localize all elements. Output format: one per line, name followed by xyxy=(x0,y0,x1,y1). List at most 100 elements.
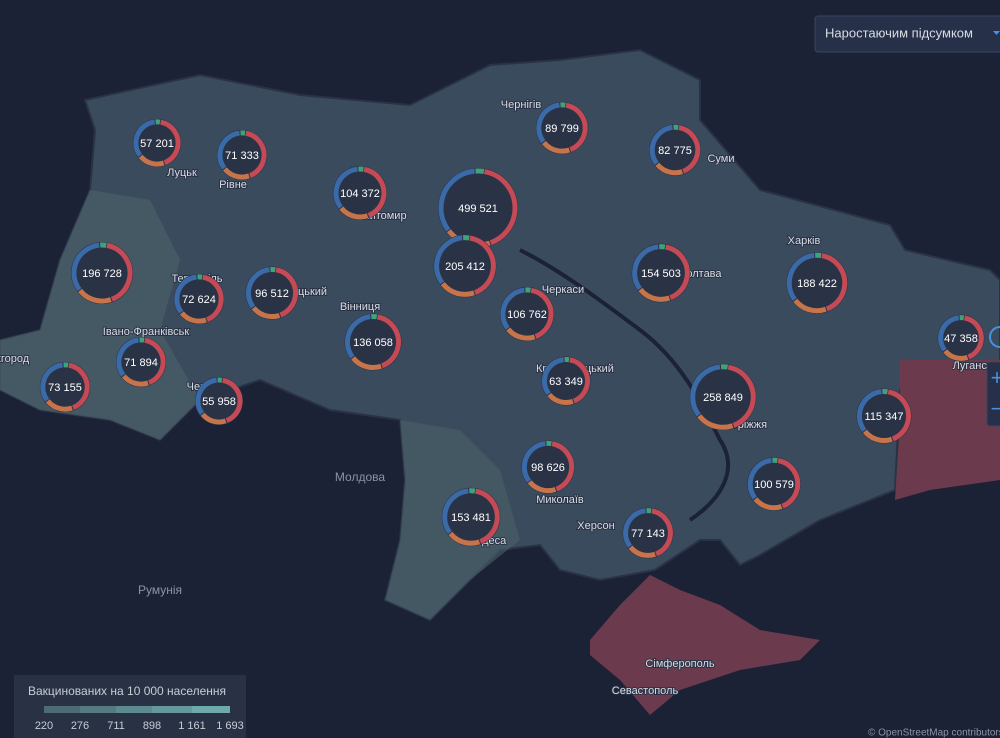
marker-value: 100 579 xyxy=(754,479,794,491)
marker-ring-segment xyxy=(434,235,496,297)
marker-ring-segment xyxy=(333,166,387,220)
marker-ring-segment xyxy=(690,364,756,430)
marker-disc xyxy=(856,388,912,444)
marker-disc xyxy=(39,361,91,413)
marker-ring-segment xyxy=(174,274,224,324)
marker-value: 205 412 xyxy=(445,261,485,273)
marker-ring-segment xyxy=(333,166,387,220)
marker-ring-segment xyxy=(434,235,496,297)
marker-ring-segment xyxy=(649,124,701,176)
marker-ring-segment xyxy=(71,242,133,304)
dropdown-arrow[interactable] xyxy=(993,31,1000,35)
marker-value: 104 372 xyxy=(340,188,380,200)
marker-value: 98 626 xyxy=(531,462,565,474)
marker-ring-segment xyxy=(747,457,801,511)
marker-disc xyxy=(535,101,589,155)
marker-ring-segment xyxy=(623,508,673,558)
marker-ring-segment xyxy=(116,337,166,387)
marker-ring-segment xyxy=(541,356,591,406)
marker-value: 154 503 xyxy=(641,268,681,280)
marker-disc xyxy=(786,252,848,314)
marker-ring-segment xyxy=(690,364,756,430)
marker-disc xyxy=(333,166,387,220)
marker-disc xyxy=(521,440,575,494)
marker-ring-segment xyxy=(344,313,402,371)
marker-value: 73 155 xyxy=(48,382,82,394)
marker-disc xyxy=(441,487,501,547)
marker-ring-segment xyxy=(245,266,299,320)
marker-ring-segment xyxy=(632,244,690,302)
occupied-east xyxy=(895,360,1000,500)
marker-value: 106 762 xyxy=(507,309,547,321)
legend-tick-label: 276 xyxy=(71,720,89,732)
marker-disc xyxy=(499,286,555,342)
marker-value: 89 799 xyxy=(545,123,579,135)
city-label: Харків xyxy=(788,235,821,247)
marker-ring-segment xyxy=(536,102,588,154)
city-label: Суми xyxy=(707,153,734,165)
legend-tick-label: 1 161 xyxy=(178,720,206,732)
zoom-in[interactable]: + xyxy=(991,365,1000,390)
marker-ring-segment xyxy=(344,313,402,371)
marker-ring-segment xyxy=(174,274,224,324)
marker-ring-segment xyxy=(500,287,554,341)
marker-ring-segment xyxy=(856,388,912,444)
marker-ring-segment xyxy=(442,488,500,546)
marker-disc xyxy=(70,241,134,305)
marker-ring-segment xyxy=(438,168,518,248)
city-label: Черкаси xyxy=(542,284,584,296)
marker-value: 72 624 xyxy=(182,294,216,306)
marker-value: 136 058 xyxy=(353,337,393,349)
marker-ring-segment xyxy=(71,242,133,304)
marker-ring-segment xyxy=(174,274,224,324)
marker-ring-segment xyxy=(690,364,756,430)
marker-disc xyxy=(649,124,701,176)
marker-disc xyxy=(622,507,674,559)
legend-tick-label: 898 xyxy=(143,720,161,732)
marker-ring-segment xyxy=(40,362,90,412)
marker-ring-segment xyxy=(649,124,701,176)
marker-ring-segment xyxy=(434,235,496,297)
city-label: Севастополь xyxy=(612,685,679,697)
marker-ring-segment xyxy=(623,508,673,558)
marker-ring-segment xyxy=(786,252,848,314)
legend-swatch xyxy=(192,706,230,713)
marker-ring-segment xyxy=(116,337,166,387)
city-label: Херсон xyxy=(577,520,614,532)
zoom-out[interactable]: − xyxy=(991,396,1000,421)
marker-disc xyxy=(747,457,801,511)
marker-disc xyxy=(132,118,182,168)
marker-ring-segment xyxy=(786,252,848,314)
marker-ring-segment xyxy=(344,313,402,371)
marker-value: 82 775 xyxy=(658,145,692,157)
marker-disc xyxy=(689,363,757,431)
marker-disc xyxy=(433,234,497,298)
marker-value: 71 894 xyxy=(124,357,158,369)
marker-disc xyxy=(344,313,402,371)
locate-button[interactable] xyxy=(989,326,1000,348)
mode-select-label[interactable]: Наростаючим підсумком xyxy=(825,25,973,40)
marker-value: 47 358 xyxy=(944,333,978,345)
legend-tick-label: 711 xyxy=(107,720,125,732)
marker-ring-segment xyxy=(500,287,554,341)
marker-ring-segment xyxy=(195,377,243,425)
marker-ring-segment xyxy=(442,488,500,546)
marker-value: 57 201 xyxy=(140,138,174,150)
marker-ring-segment xyxy=(195,377,243,425)
marker-ring-segment xyxy=(40,362,90,412)
city-label: Миколаїв xyxy=(536,494,584,506)
marker-disc xyxy=(541,356,591,406)
marker-value: 258 849 xyxy=(703,392,743,404)
marker-ring-segment xyxy=(632,244,690,302)
marker-disc xyxy=(631,243,691,303)
marker-disc xyxy=(245,266,299,320)
mode-select[interactable] xyxy=(814,15,1000,53)
marker-ring-segment xyxy=(40,362,90,412)
marker-value: 71 333 xyxy=(225,150,259,162)
zoom-control xyxy=(986,361,1000,427)
marker-ring-segment xyxy=(133,119,181,167)
legend-tick-label: 1 693 xyxy=(216,720,244,732)
marker-ring-segment xyxy=(541,356,591,406)
marker-disc xyxy=(937,314,985,362)
marker-value: 196 728 xyxy=(82,268,122,280)
